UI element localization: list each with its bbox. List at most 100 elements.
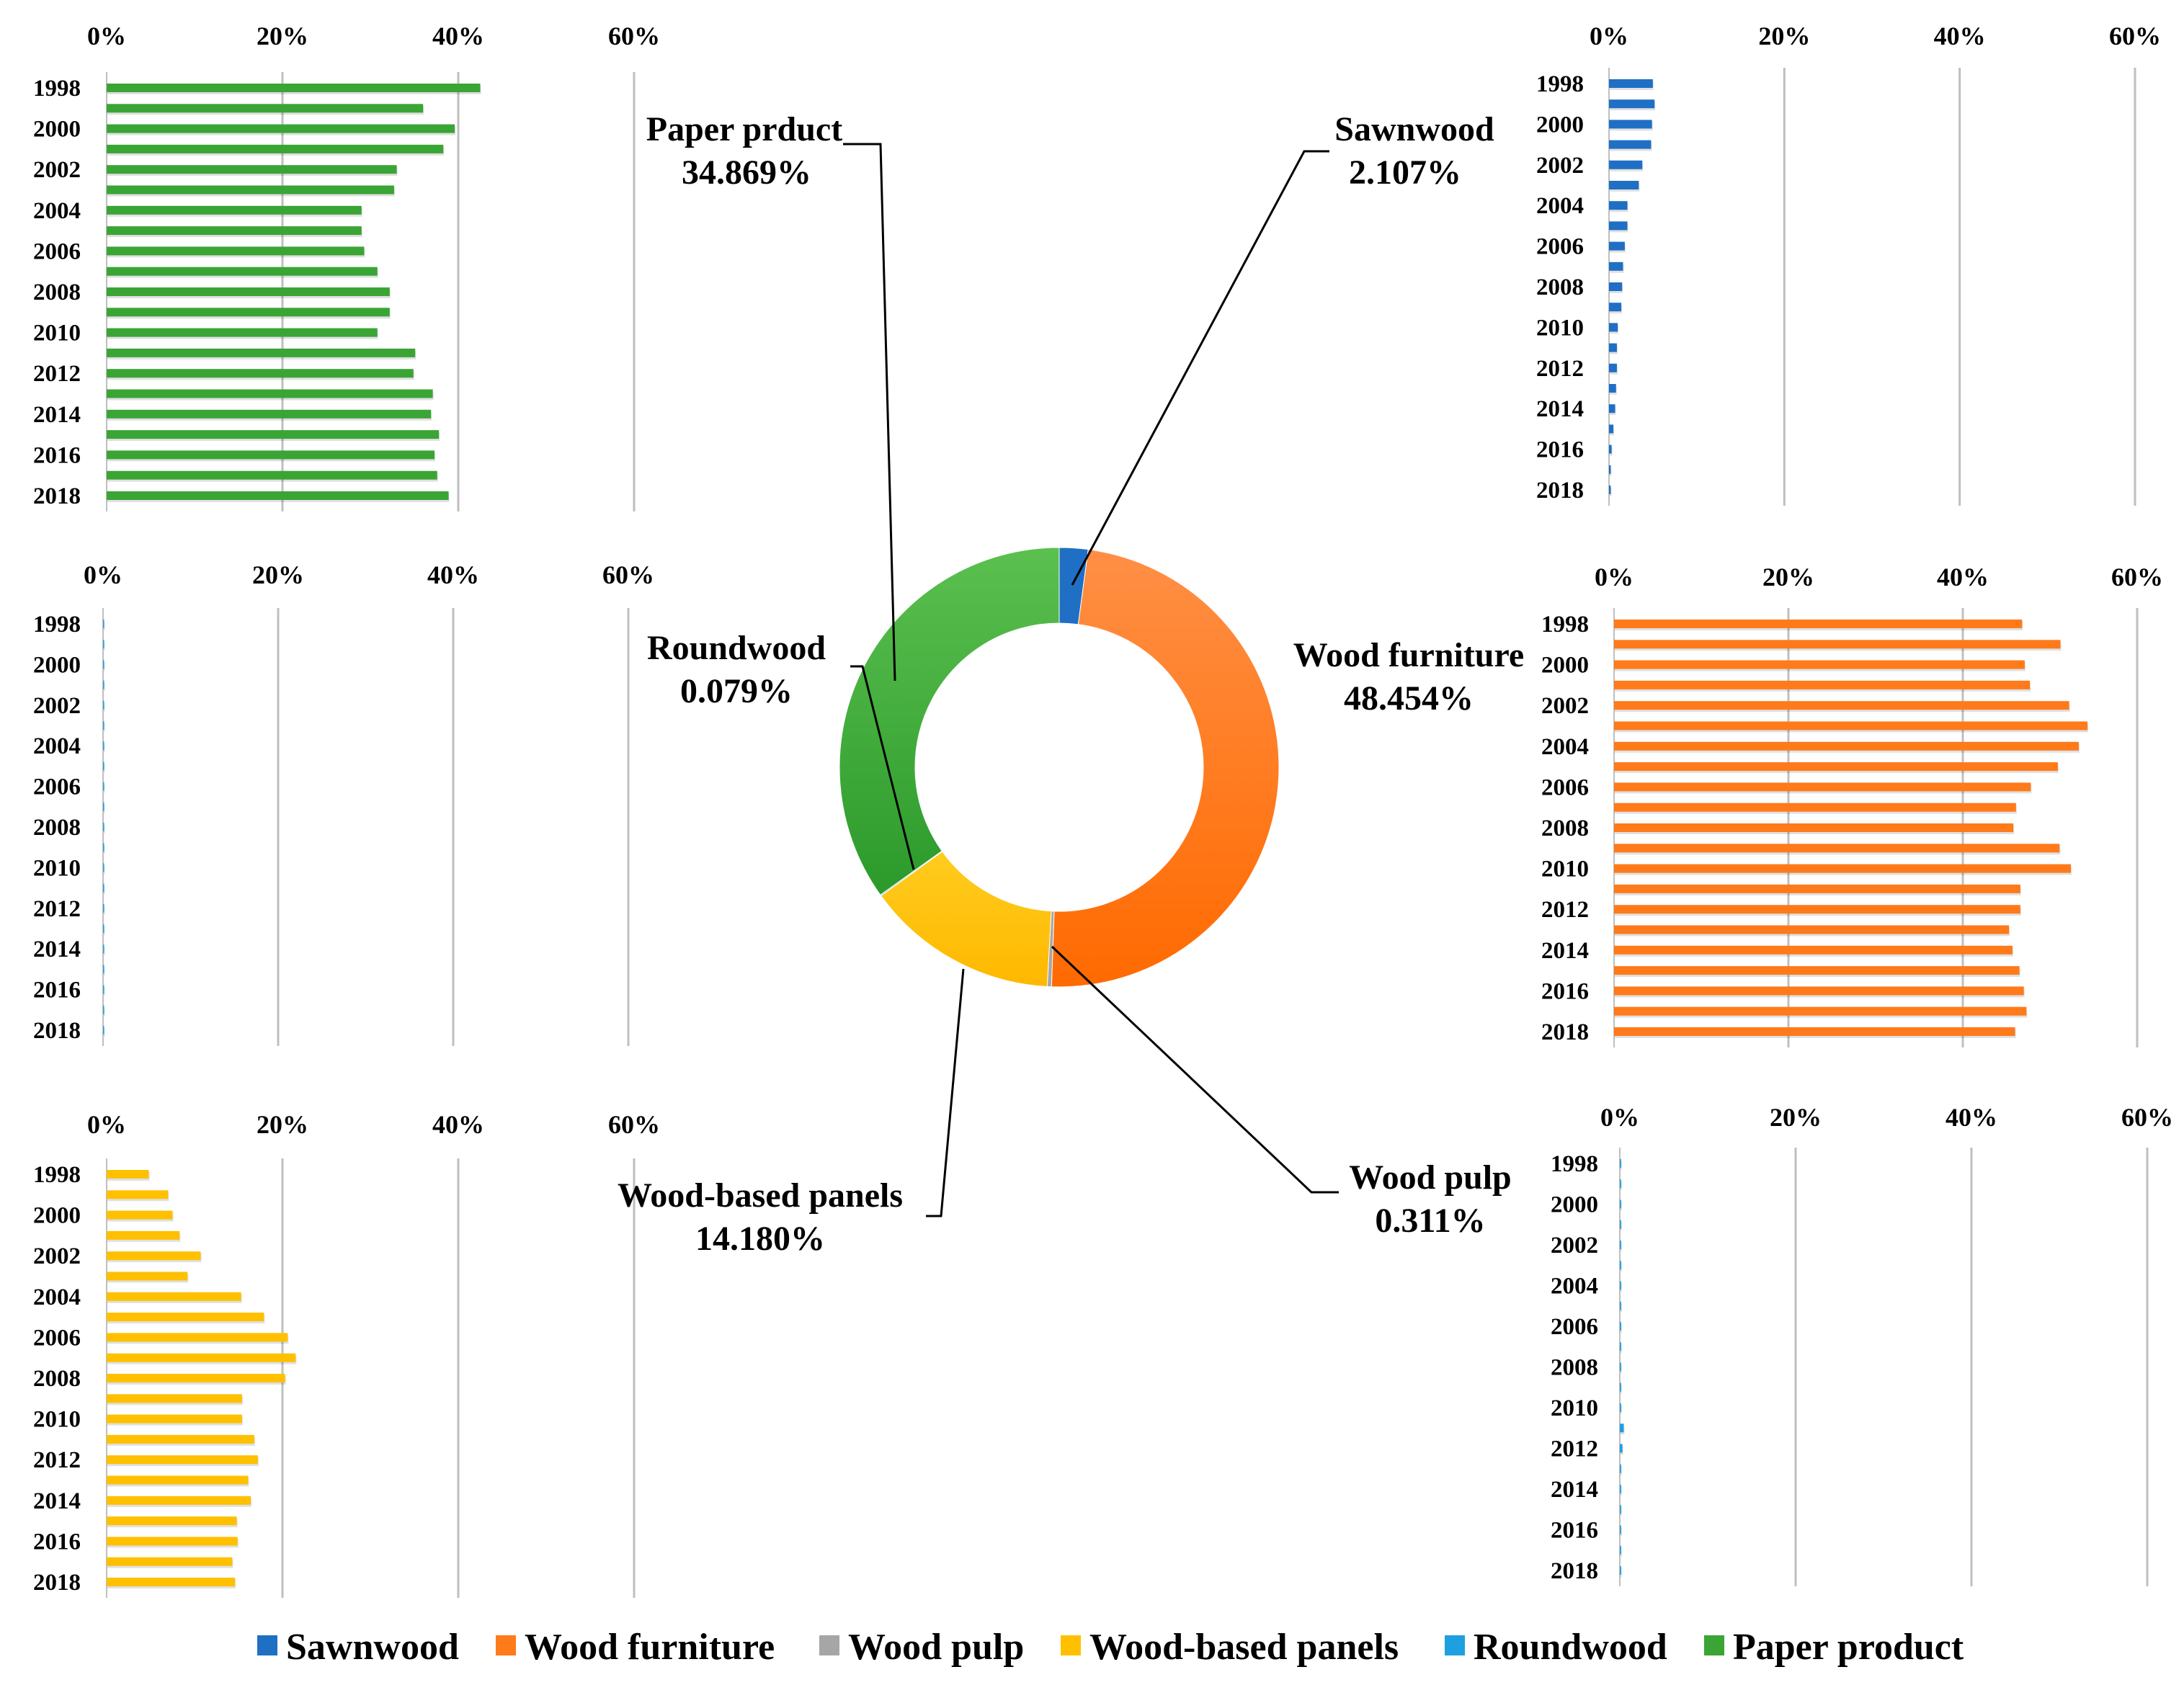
year-label-bottom-right-2002: 2002 — [1551, 1233, 1598, 1259]
bar-bottom-left-2000 — [107, 1210, 173, 1220]
year-label-middle-right-2012: 2012 — [1541, 897, 1589, 923]
leader-lines — [843, 143, 1339, 1217]
x-tick-label-middle-right-2: 40% — [1937, 563, 1989, 591]
bar-bottom-right-2013 — [1620, 1464, 1621, 1473]
bar-bottom-right-2009 — [1620, 1382, 1621, 1392]
year-label-middle-right-2002: 2002 — [1541, 693, 1589, 719]
year-label-top-right-2016: 2016 — [1536, 437, 1584, 463]
bar-panel-middle-right-wood-furniture: 0% 20% 40% 60% 1998 2000 2002 2004 2006 2008 2010 2… — [1541, 563, 2163, 1047]
bar-top-left-2003 — [107, 185, 394, 195]
bar-shadow-bottom-right-2000 — [1621, 1202, 1622, 1211]
x-tick-label-bottom-right-1: 20% — [1770, 1103, 1822, 1132]
donut-chart — [839, 547, 1280, 988]
year-label-middle-left-2016: 2016 — [33, 978, 81, 1004]
x-tick-label-bottom-left-1: 20% — [257, 1110, 308, 1139]
bar-shadow-bottom-right-2002 — [1621, 1243, 1622, 1251]
year-label-middle-right-2006: 2006 — [1541, 774, 1589, 800]
bar-bottom-left-2014 — [107, 1496, 251, 1505]
bar-shadow-bottom-right-1998 — [1621, 1161, 1622, 1170]
bar-top-left-2009 — [107, 308, 390, 317]
bar-top-right-2013 — [1609, 384, 1616, 393]
year-label-middle-right-2016: 2016 — [1541, 978, 1589, 1004]
year-label-middle-left-2010: 2010 — [33, 855, 81, 881]
bar-shadow-middle-left-1998 — [104, 622, 105, 630]
bar-middle-right-2006 — [1614, 782, 2031, 792]
label-wood-furniture: Wood furniture 48.454% — [1293, 636, 1524, 718]
bar-bottom-left-2015 — [107, 1516, 237, 1526]
year-label-bottom-right-2010: 2010 — [1551, 1395, 1598, 1421]
bar-middle-left-2017 — [103, 1005, 104, 1014]
bar-bottom-left-1998 — [107, 1170, 149, 1179]
year-label-top-right-2000: 2000 — [1536, 112, 1584, 138]
year-label-middle-left-1998: 1998 — [33, 612, 81, 638]
label-wood-pulp-value: 0.311% — [1375, 1202, 1485, 1240]
bar-middle-left-2005 — [103, 761, 104, 771]
bar-bottom-left-2004 — [107, 1292, 241, 1301]
year-label-bottom-right-2008: 2008 — [1551, 1355, 1598, 1381]
bar-bottom-right-2008 — [1620, 1362, 1621, 1372]
bar-shadow-middle-left-2011 — [104, 885, 105, 895]
label-wood-furniture-value: 48.454% — [1344, 679, 1474, 718]
bar-top-left-1999 — [107, 104, 424, 113]
bar-top-right-2008 — [1609, 282, 1623, 291]
bar-bottom-right-2017 — [1620, 1545, 1621, 1555]
bar-middle-left-2011 — [103, 883, 104, 893]
bar-shadow-middle-left-2012 — [104, 906, 105, 915]
year-label-top-left-2014: 2014 — [33, 402, 81, 428]
year-label-bottom-left-2008: 2008 — [33, 1366, 81, 1392]
year-label-middle-left-2000: 2000 — [33, 652, 81, 678]
year-label-bottom-right-1998: 1998 — [1551, 1151, 1598, 1177]
leader-wood-pulp — [1051, 945, 1339, 1194]
bar-top-left-2001 — [107, 144, 444, 153]
bar-bottom-left-1999 — [107, 1190, 169, 1199]
year-label-top-right-2008: 2008 — [1536, 274, 1584, 300]
x-tick-label-top-left-0: 0% — [87, 22, 126, 50]
bar-shadow-middle-left-2002 — [104, 702, 105, 712]
bar-middle-right-2002 — [1614, 701, 2069, 710]
year-label-bottom-left-2002: 2002 — [33, 1243, 81, 1269]
bar-bottom-right-2004 — [1620, 1281, 1621, 1290]
year-label-bottom-left-2006: 2006 — [33, 1325, 81, 1351]
bar-shadow-bottom-right-2009 — [1621, 1385, 1622, 1394]
bar-shadow-middle-left-2017 — [104, 1007, 105, 1016]
label-paper-product-name: Paper prduct — [646, 110, 842, 148]
year-label-top-left-2016: 2016 — [33, 442, 81, 468]
bar-bottom-left-2016 — [107, 1537, 238, 1546]
bar-shadow-middle-left-2014 — [104, 947, 105, 956]
year-label-middle-right-2000: 2000 — [1541, 653, 1589, 679]
bar-top-right-2007 — [1609, 262, 1623, 271]
bar-bottom-right-2005 — [1620, 1301, 1621, 1310]
leader-sawnwood — [1071, 150, 1329, 586]
bar-middle-left-2008 — [103, 823, 104, 831]
bar-middle-right-2017 — [1614, 1006, 2027, 1016]
bar-middle-left-2007 — [103, 802, 104, 811]
bar-shadow-bottom-right-2007 — [1621, 1344, 1622, 1354]
x-tick-label-top-right-0: 0% — [1590, 22, 1628, 50]
bar-top-right-2012 — [1609, 363, 1617, 372]
bar-top-right-2018 — [1609, 486, 1611, 494]
bar-bottom-left-2006 — [107, 1333, 288, 1342]
bar-shadow-bottom-right-2004 — [1621, 1283, 1622, 1292]
bar-middle-right-2011 — [1614, 884, 2020, 893]
bar-top-left-2017 — [107, 470, 437, 480]
bar-top-right-2004 — [1609, 201, 1628, 210]
bar-middle-left-2003 — [103, 721, 104, 730]
bar-top-right-2015 — [1609, 424, 1614, 434]
bar-shadow-middle-left-2007 — [104, 804, 105, 813]
bar-middle-left-2000 — [103, 660, 104, 669]
bar-middle-right-1999 — [1614, 640, 2061, 649]
year-label-bottom-left-2016: 2016 — [33, 1529, 81, 1555]
bar-bottom-left-2003 — [107, 1271, 188, 1281]
year-label-bottom-left-2004: 2004 — [33, 1284, 81, 1310]
year-label-top-left-2012: 2012 — [33, 361, 81, 387]
bar-shadow-bottom-right-2010 — [1621, 1405, 1622, 1414]
bar-shadow-middle-left-2015 — [104, 967, 105, 976]
leader-paper-product — [843, 143, 896, 681]
bar-top-left-2016 — [107, 450, 435, 460]
x-tick-label-top-right-3: 60% — [2109, 22, 2161, 50]
year-label-middle-left-2004: 2004 — [33, 733, 81, 759]
bar-bottom-right-2002 — [1620, 1241, 1621, 1249]
bar-shadow-middle-left-2000 — [104, 662, 105, 671]
x-tick-label-bottom-right-3: 60% — [2121, 1103, 2173, 1132]
bar-shadow-middle-left-2008 — [104, 825, 105, 833]
